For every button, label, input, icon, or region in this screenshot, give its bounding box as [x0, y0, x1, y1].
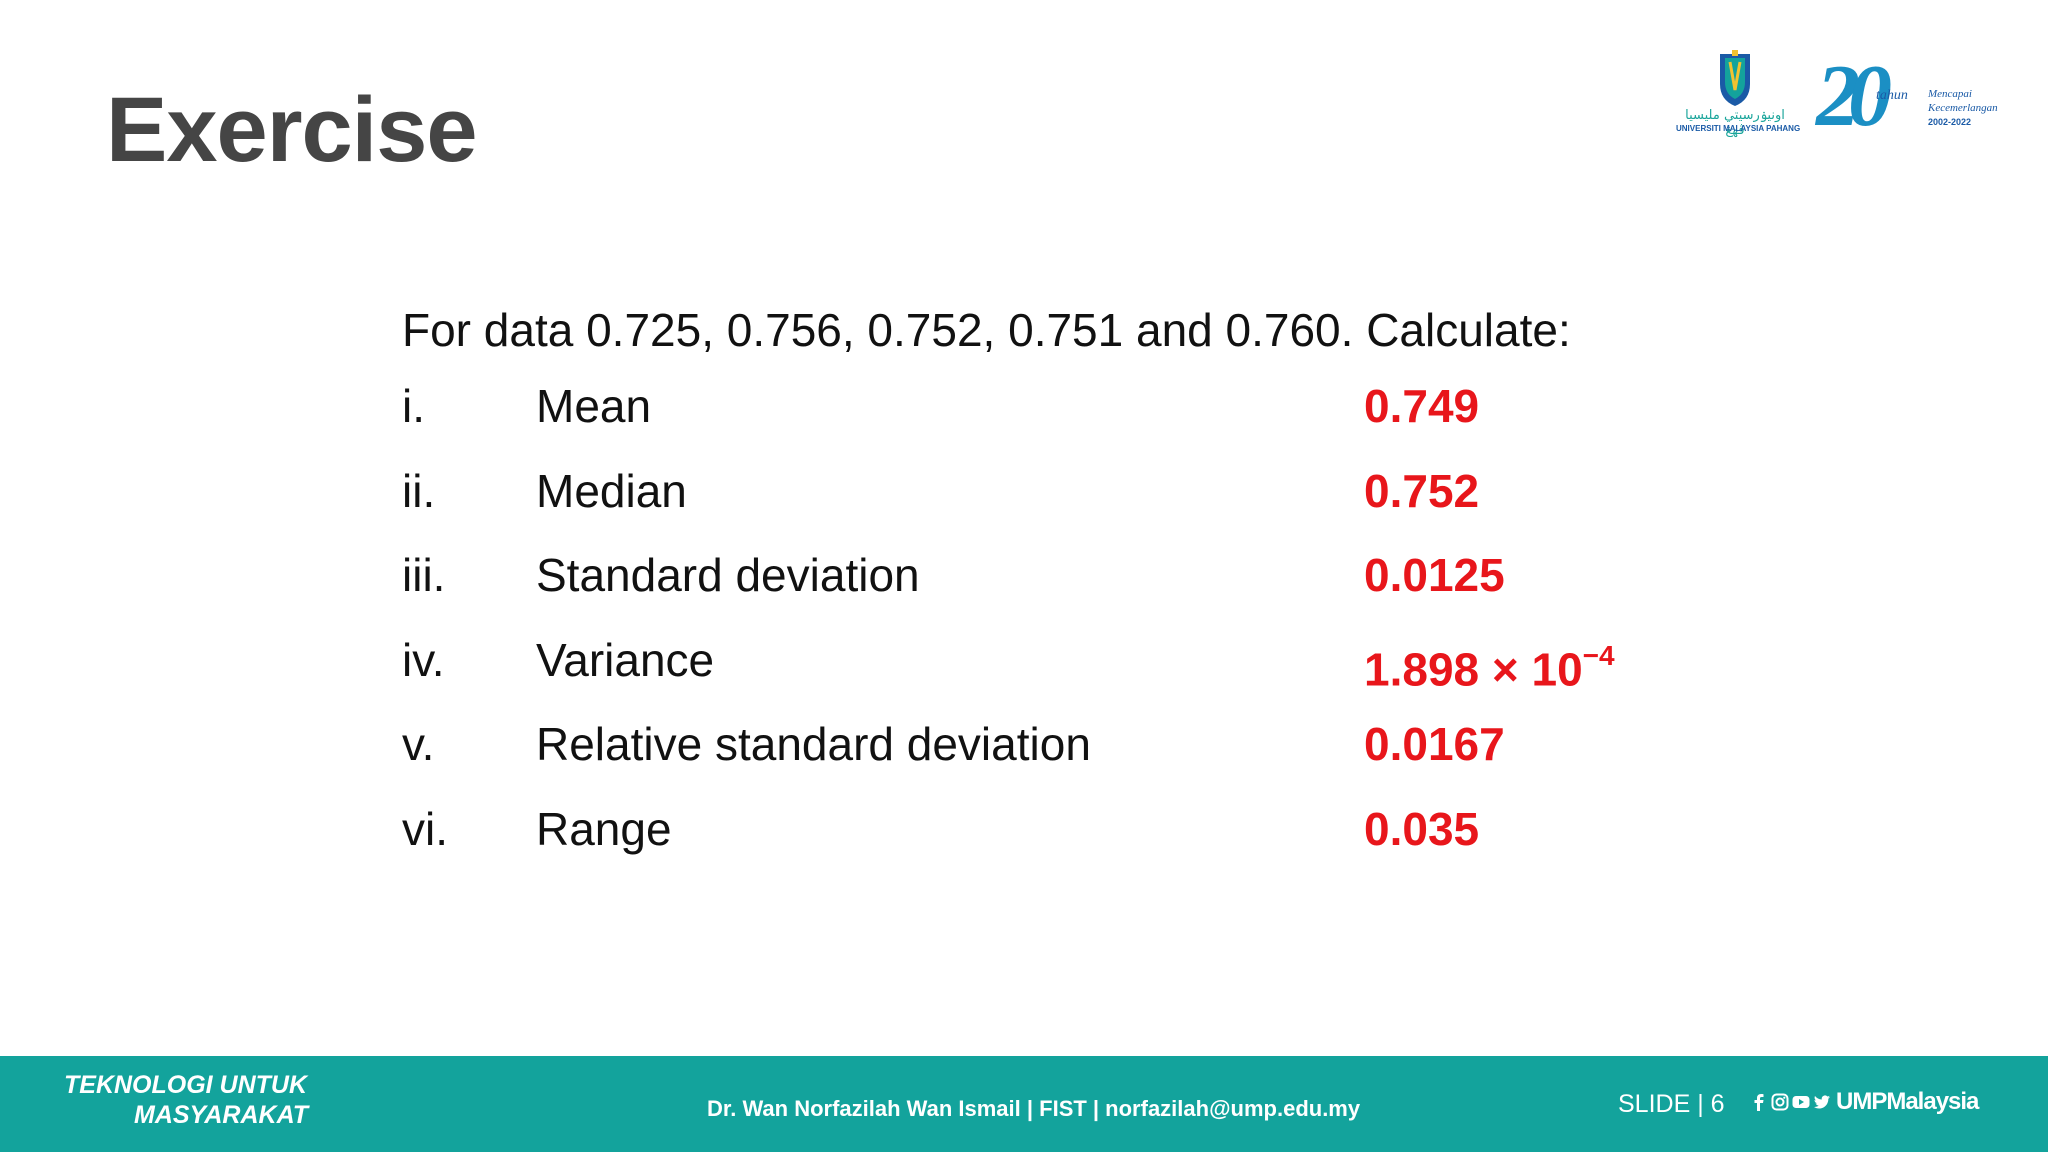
youtube-icon[interactable] [1792, 1093, 1810, 1111]
answer-base: 1.898 × 10 [1364, 642, 1583, 695]
item-label: Median [536, 464, 687, 517]
footer-slogan: TEKNOLOGI UNTUK MASYARAKAT [64, 1070, 308, 1130]
social-handle[interactable]: UMPMalaysia [1836, 1088, 1979, 1115]
item-label: Variance [536, 633, 715, 686]
anniversary-line1: Mencapai [1928, 88, 1972, 100]
anniversary-years: 2002-2022 [1928, 117, 1972, 127]
item-answer: 0.035 [1364, 802, 1480, 855]
anniversary-logo: 20 tahun Mencapai Kecemerlangan 2002-202… [1816, 48, 1998, 145]
exercise-item: iv. Variance 1.898 × 10−4 [402, 616, 1615, 701]
anniversary-tahun: tahun [1876, 88, 1908, 103]
exercise-item: ii. Median 0.752 [402, 447, 1571, 532]
exercise-item: vi. Range 0.035 [402, 785, 1571, 870]
item-number: i. [402, 380, 425, 432]
footer-bar: TEKNOLOGI UNTUK MASYARAKAT Dr. Wan Norfa… [0, 1056, 2048, 1152]
item-label: Range [536, 802, 672, 855]
exercise-intro: For data 0.725, 0.756, 0.752, 0.751 and … [402, 304, 1571, 356]
item-label: Relative standard deviation [536, 718, 1091, 770]
exercise-content: For data 0.725, 0.756, 0.752, 0.751 and … [402, 298, 1615, 870]
item-number: v. [402, 718, 435, 770]
item-answer: 1.898 × 10−4 [1364, 632, 1615, 697]
item-number: vi. [402, 802, 448, 855]
footer-credit: Dr. Wan Norfazilah Wan Ismail | FIST | n… [707, 1096, 1361, 1121]
anniversary-number: 20 [1816, 48, 1892, 145]
twitter-icon[interactable] [1813, 1093, 1831, 1111]
slide-title: Exercise [106, 79, 478, 181]
facebook-icon[interactable] [1750, 1093, 1768, 1111]
item-answer: 0.0167 [1364, 718, 1505, 770]
ump-arabic-name: اونيۏرسيتي مليسيا ڤهڠ [1685, 108, 1785, 138]
item-number: ii. [402, 464, 436, 517]
slogan-line1: TEKNOLOGI UNTUK [64, 1071, 308, 1099]
item-label: Standard deviation [536, 549, 920, 601]
ump-logo: اونيۏرسيتي مليسيا ڤهڠ UNIVERSITI MALAYSI… [1676, 50, 1801, 140]
item-answer: 0.0125 [1364, 549, 1505, 601]
ump-shield-icon [1720, 50, 1750, 106]
anniversary-line2: Kecemerlangan [1928, 102, 1998, 114]
exercise-item: iii. Standard deviation 0.0125 [402, 531, 1571, 616]
slide-number: SLIDE | 6 [1618, 1090, 1725, 1118]
social-links: UMPMalaysia [1750, 1088, 1979, 1118]
item-answer: 0.752 [1364, 464, 1480, 517]
item-label: Mean [536, 380, 652, 432]
instagram-icon[interactable] [1771, 1093, 1789, 1111]
header-logos: اونيۏرسيتي مليسيا ڤهڠ UNIVERSITI MALAYSI… [1676, 48, 1998, 145]
slogan-line2: MASYARAKAT [134, 1101, 309, 1129]
item-number: iii. [402, 549, 446, 601]
item-answer: 0.749 [1364, 380, 1480, 432]
ump-name: UNIVERSITI MALAYSIA PAHANG [1676, 124, 1801, 133]
item-number: iv. [402, 633, 445, 686]
exercise-item: i. Mean 0.749 [402, 362, 1571, 447]
exercise-item: v. Relative standard deviation 0.0167 [402, 700, 1571, 785]
answer-exponent: −4 [1582, 639, 1615, 671]
